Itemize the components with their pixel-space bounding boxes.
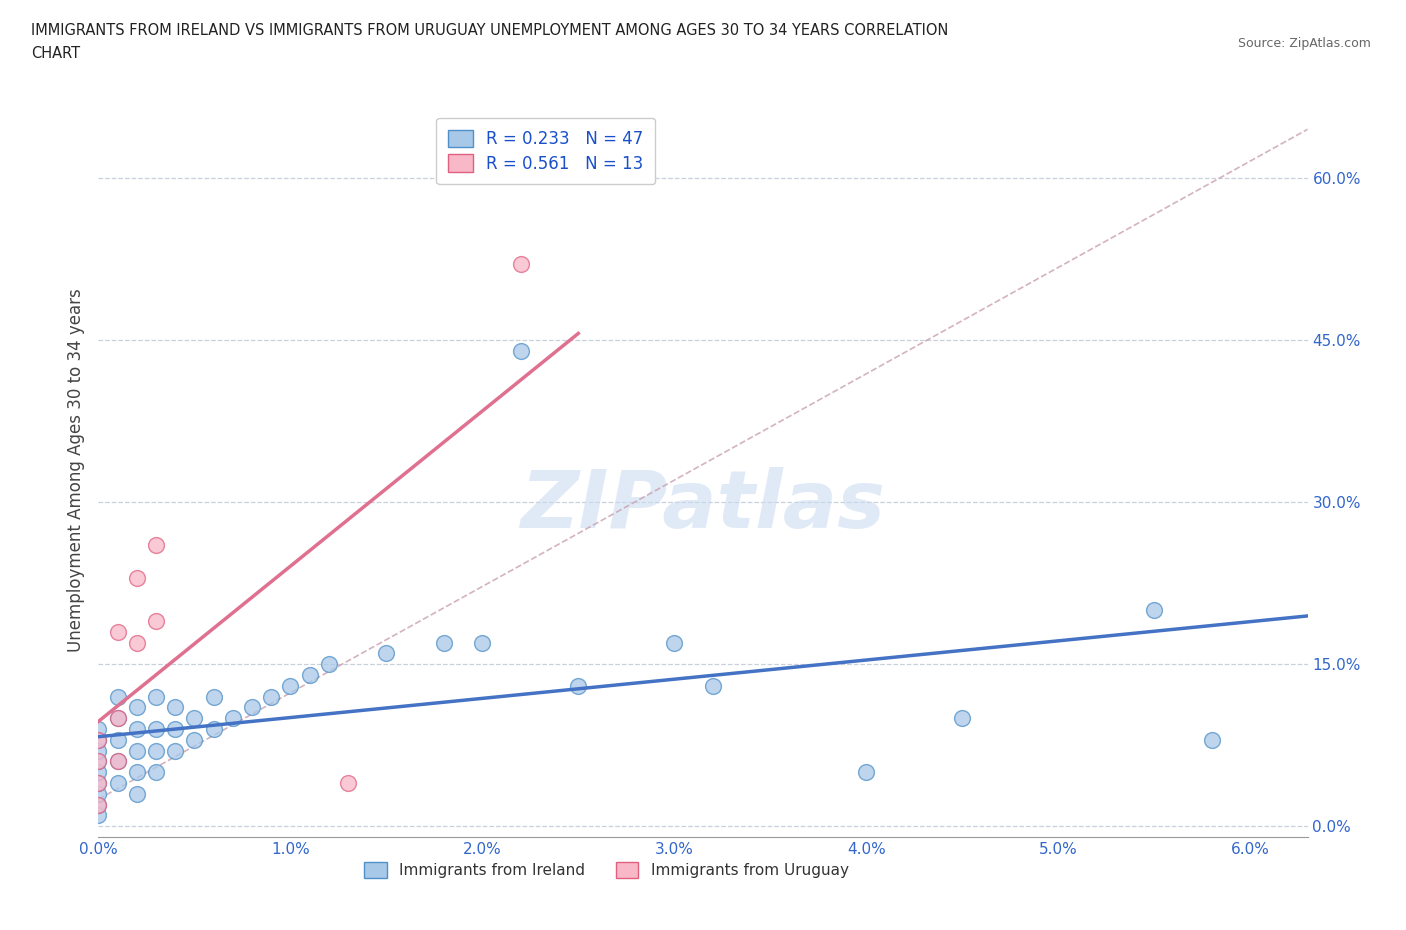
Point xyxy=(1201,732,1223,747)
Point xyxy=(125,570,148,585)
Point xyxy=(240,700,263,715)
Point xyxy=(509,343,531,358)
Text: Source: ZipAtlas.com: Source: ZipAtlas.com xyxy=(1237,37,1371,50)
Point xyxy=(202,689,225,704)
Point xyxy=(107,754,129,769)
Point xyxy=(375,646,398,661)
Point xyxy=(107,711,129,725)
Point xyxy=(87,797,110,812)
Point xyxy=(471,635,494,650)
Point xyxy=(950,711,973,725)
Point xyxy=(87,743,110,758)
Point xyxy=(145,764,167,779)
Point xyxy=(509,257,531,272)
Point xyxy=(107,711,129,725)
Point xyxy=(318,657,340,671)
Point xyxy=(145,722,167,737)
Point xyxy=(125,764,148,779)
Text: CHART: CHART xyxy=(31,46,80,61)
Point xyxy=(183,711,205,725)
Point xyxy=(260,689,283,704)
Point xyxy=(165,743,187,758)
Y-axis label: Unemployment Among Ages 30 to 34 years: Unemployment Among Ages 30 to 34 years xyxy=(66,287,84,652)
Point xyxy=(107,624,129,639)
Point xyxy=(107,776,129,790)
Point xyxy=(87,732,110,747)
Point xyxy=(87,722,110,737)
Point xyxy=(125,743,148,758)
Point xyxy=(855,764,877,779)
Legend: Immigrants from Ireland, Immigrants from Uruguay: Immigrants from Ireland, Immigrants from… xyxy=(357,857,855,884)
Point xyxy=(145,743,167,758)
Point xyxy=(145,538,167,552)
Point xyxy=(87,787,110,802)
Point xyxy=(183,732,205,747)
Point xyxy=(165,700,187,715)
Point xyxy=(702,678,724,693)
Point xyxy=(87,808,110,823)
Point xyxy=(145,614,167,629)
Point xyxy=(125,635,148,650)
Point xyxy=(87,764,110,779)
Point xyxy=(87,754,110,769)
Point xyxy=(280,678,302,693)
Point xyxy=(1143,603,1166,618)
Point xyxy=(87,754,110,769)
Point xyxy=(107,689,129,704)
Point xyxy=(567,678,589,693)
Point xyxy=(433,635,456,650)
Point xyxy=(125,700,148,715)
Point xyxy=(145,689,167,704)
Point xyxy=(664,635,686,650)
Point xyxy=(87,776,110,790)
Point xyxy=(107,732,129,747)
Point xyxy=(87,797,110,812)
Point xyxy=(87,732,110,747)
Point xyxy=(165,722,187,737)
Point xyxy=(87,776,110,790)
Point xyxy=(107,754,129,769)
Point xyxy=(125,787,148,802)
Point xyxy=(336,776,359,790)
Point xyxy=(202,722,225,737)
Point xyxy=(125,722,148,737)
Point xyxy=(298,668,321,683)
Text: ZIPatlas: ZIPatlas xyxy=(520,468,886,545)
Point xyxy=(222,711,245,725)
Text: IMMIGRANTS FROM IRELAND VS IMMIGRANTS FROM URUGUAY UNEMPLOYMENT AMONG AGES 30 TO: IMMIGRANTS FROM IRELAND VS IMMIGRANTS FR… xyxy=(31,23,948,38)
